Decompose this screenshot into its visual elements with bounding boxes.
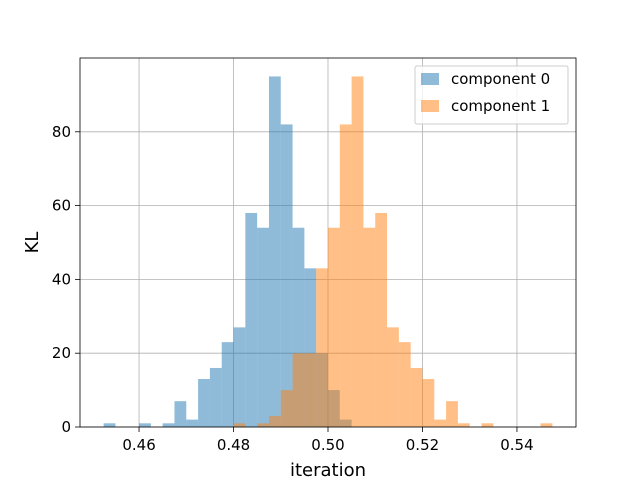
bar-component-1-bin-4	[292, 353, 305, 427]
x-tick-label-2: 0.50	[311, 436, 344, 454]
bar-component-0-bin-8	[209, 367, 222, 427]
bar-component-1-bin-11	[375, 212, 388, 427]
bar-component-0-bin-3	[139, 423, 151, 427]
bar-component-0-bin-5	[174, 401, 187, 427]
bar-component-0-bin-1	[103, 423, 116, 427]
bar-component-1-bin-17	[446, 401, 458, 427]
bar-component-1-bin-2	[268, 415, 281, 427]
y-tick-label-2: 40	[52, 270, 71, 288]
axis-ticks: 0.46 0.48 0.50 0.52 0.54 0 20 40 60 80	[52, 123, 534, 454]
bar-component-0-bin-6	[186, 419, 199, 427]
bar-component-0-bin-11	[245, 212, 258, 427]
bar-component-1-bin-8	[339, 124, 352, 428]
bar-component-1-bin-14	[410, 367, 423, 427]
x-axis-label: iteration	[290, 460, 366, 480]
bar-component-0-bin-14	[280, 124, 293, 428]
bar-component-1-bin-18	[457, 423, 470, 427]
legend-label-component-0: component 0	[451, 70, 550, 88]
bar-component-1-bin-10	[363, 227, 376, 427]
x-tick-label-0: 0.46	[122, 436, 155, 454]
y-tick-label-1: 20	[52, 344, 71, 362]
bar-component-0-bin-13	[268, 76, 281, 427]
histogram-bars	[103, 76, 553, 428]
bar-component-1-bin-13	[398, 342, 411, 427]
bar-component-1-bin-20	[540, 423, 553, 427]
bar-component-0-bin-16	[304, 268, 317, 427]
bar-component-1-bin-1	[257, 423, 269, 427]
bar-component-1-bin-6	[316, 268, 328, 427]
bar-component-0-bin-10	[233, 327, 246, 427]
bar-component-1-bin-7	[328, 227, 340, 427]
y-axis-label: KL	[22, 232, 43, 254]
legend-box	[414, 65, 569, 125]
y-tick-label-3: 60	[52, 197, 71, 215]
x-tick-label-4: 0.54	[500, 436, 533, 454]
bar-component-0-bin-9	[221, 342, 234, 427]
y-tick-label-0: 0	[61, 418, 71, 436]
legend-swatch-component-1	[421, 100, 439, 112]
bar-component-1-bin-19	[481, 423, 494, 427]
legend-label-component-1: component 1	[451, 97, 550, 115]
legend-swatch-component-0	[421, 73, 439, 85]
bar-component-0-bin-12	[257, 227, 269, 427]
bar-component-1-bin-0	[233, 423, 246, 427]
bar-component-1-bin-5	[304, 353, 317, 427]
bar-component-1-bin-3	[280, 390, 293, 427]
bar-component-1-bin-16	[434, 419, 447, 427]
bar-component-1-bin-15	[422, 379, 435, 427]
bar-component-1-bin-12	[387, 327, 399, 427]
legend: component 0 component 1	[414, 65, 569, 125]
x-tick-label-1: 0.48	[217, 436, 250, 454]
y-tick-label-4: 80	[52, 123, 71, 141]
bar-component-0-bin-7	[198, 379, 210, 427]
bar-component-1-bin-9	[351, 76, 364, 427]
bar-component-0-bin-4	[162, 423, 175, 427]
bar-component-0-bin-15	[292, 227, 305, 427]
x-tick-label-3: 0.52	[406, 436, 439, 454]
